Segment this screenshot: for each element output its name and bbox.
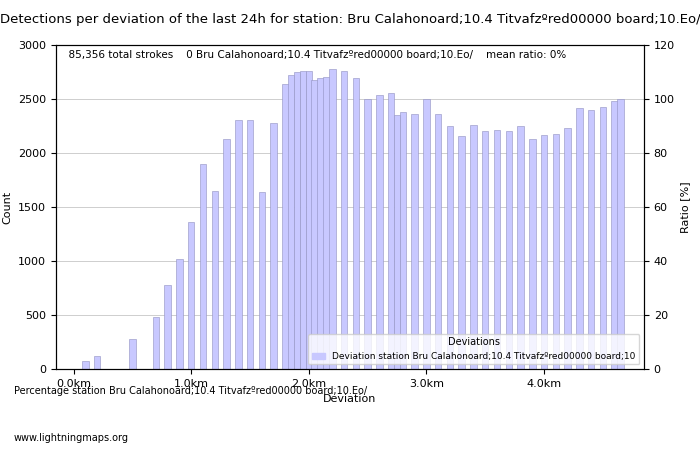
Bar [600,107,606,369]
Bar [223,139,230,369]
Bar [300,71,306,369]
Bar [312,80,318,369]
Bar [412,114,418,369]
Bar [153,317,159,369]
Bar [306,71,312,369]
Bar [470,125,477,369]
Bar [394,115,400,369]
Y-axis label: Count: Count [3,190,13,224]
Bar [447,126,453,369]
Bar [611,101,618,369]
Bar [270,123,276,369]
Bar [211,191,218,369]
Bar [424,99,430,369]
Bar [94,356,100,369]
Bar [376,94,383,369]
Bar [323,77,330,369]
Bar [294,72,300,369]
Bar [176,259,183,369]
Bar [341,71,347,369]
Bar [588,110,594,369]
Bar [505,131,512,369]
Bar [482,131,489,369]
Bar [494,130,500,369]
Legend: Deviation station Bru Calahonoard;10.4 Titvafzºred00000 board;10: Deviation station Bru Calahonoard;10.4 T… [308,334,640,364]
Bar [529,139,536,369]
Bar [235,120,241,369]
Bar [435,114,442,369]
Text: Percentage station Bru Calahonoard;10.4 Titvafzºred00000 board;10.Eo/: Percentage station Bru Calahonoard;10.4 … [14,386,367,396]
Bar [617,99,624,369]
Bar [458,136,465,369]
Bar [164,285,171,369]
Bar [247,120,253,369]
Text: www.lightningmaps.org: www.lightningmaps.org [14,433,129,443]
Bar [400,112,406,369]
Bar [317,78,324,369]
Bar [388,93,394,369]
Text: 85,356 total strokes    0 Bru Calahonoard;10.4 Titvafzºred00000 board;10.Eo/    : 85,356 total strokes 0 Bru Calahonoard;1… [62,50,566,60]
Bar [130,339,136,369]
Y-axis label: Ratio [%]: Ratio [%] [680,181,690,233]
Bar [199,164,206,369]
Bar [576,108,582,369]
Text: Detections per deviation of the last 24h for station: Bru Calahonoard;10.4 Titva: Detections per deviation of the last 24h… [0,14,700,27]
Bar [282,84,288,369]
Bar [82,361,89,369]
Bar [288,75,295,369]
Bar [188,222,195,369]
Bar [541,135,547,369]
Bar [329,69,335,369]
Bar [552,134,559,369]
X-axis label: Deviation: Deviation [323,394,377,404]
Bar [353,78,359,369]
Bar [517,126,524,369]
Bar [258,192,265,369]
Bar [564,128,570,369]
Bar [365,99,371,369]
